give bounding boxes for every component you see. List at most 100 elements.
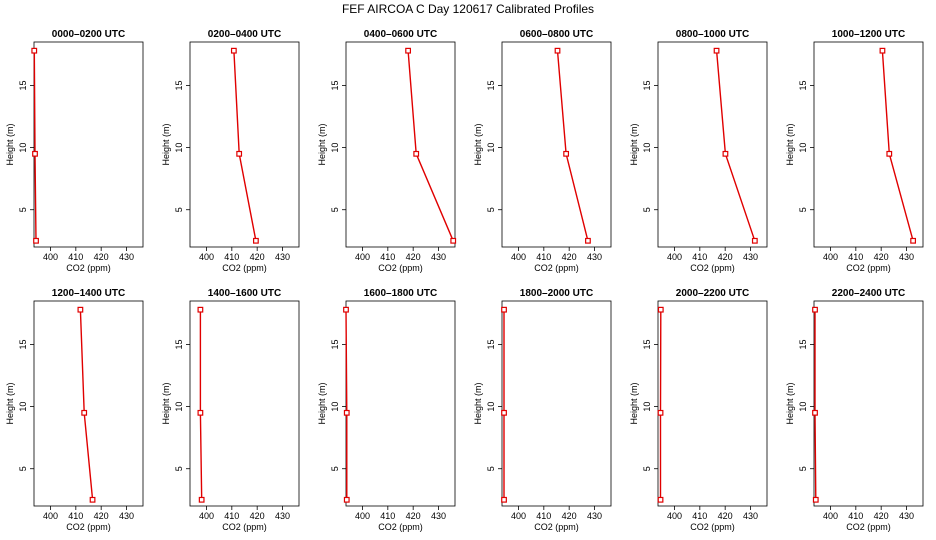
data-point bbox=[585, 237, 591, 244]
data-point bbox=[751, 237, 758, 244]
x-axis-label: CO2 (ppm) bbox=[66, 522, 111, 532]
plot-frame bbox=[345, 41, 456, 248]
y-tick-label: 15 bbox=[174, 80, 184, 90]
y-tick-label: 5 bbox=[642, 207, 652, 212]
x-tick-label: 400 bbox=[823, 252, 838, 262]
data-point bbox=[722, 150, 729, 157]
x-axis-label: CO2 (ppm) bbox=[66, 263, 111, 273]
y-axis-label: Height (m) bbox=[785, 123, 795, 165]
plot-frame bbox=[813, 300, 924, 507]
x-tick-label: 400 bbox=[355, 511, 370, 521]
y-tick-label: 10 bbox=[18, 402, 28, 412]
y-tick-label: 15 bbox=[18, 339, 28, 349]
data-point bbox=[230, 47, 237, 54]
y-tick-label: 15 bbox=[330, 80, 340, 90]
data-point bbox=[77, 306, 84, 313]
data-point bbox=[812, 409, 818, 416]
profile-panel: 1200–1400 UTC 400 410 420 430 5 10 15 CO2 (ppm) H… bbox=[5, 288, 144, 532]
panel-title: 1000–1200 UTC bbox=[832, 29, 905, 40]
profile-line bbox=[881, 50, 914, 241]
y-axis-label: Height (m) bbox=[629, 382, 639, 424]
x-tick-label: 400 bbox=[823, 511, 838, 521]
y-tick-label: 10 bbox=[642, 143, 652, 153]
panel-title: 0000–0200 UTC bbox=[52, 29, 125, 40]
data-point bbox=[554, 47, 561, 54]
panel-title: 1400–1600 UTC bbox=[208, 288, 281, 299]
x-tick-label: 420 bbox=[406, 252, 421, 262]
panel-title: 2000–2200 UTC bbox=[676, 288, 749, 299]
data-point bbox=[713, 47, 720, 54]
data-point bbox=[501, 496, 507, 503]
data-point bbox=[910, 237, 917, 244]
y-tick-label: 10 bbox=[798, 402, 808, 412]
x-tick-label: 430 bbox=[275, 511, 290, 521]
x-tick-label: 400 bbox=[511, 511, 526, 521]
panel-title: 1600–1800 UTC bbox=[364, 288, 437, 299]
profile-panel: 0600–0800 UTC 400 410 420 430 5 10 15 CO2 (ppm) H… bbox=[473, 29, 612, 273]
y-tick-label: 5 bbox=[18, 466, 28, 471]
data-point bbox=[343, 496, 350, 503]
x-tick-label: 400 bbox=[43, 252, 58, 262]
profile-line bbox=[233, 50, 257, 241]
data-point bbox=[501, 409, 507, 416]
profile-panel: 0800–1000 UTC 400 410 420 430 5 10 15 CO2 (ppm) H… bbox=[629, 29, 768, 273]
plot-frame bbox=[345, 300, 456, 507]
profile-line bbox=[715, 50, 756, 242]
x-tick-label: 410 bbox=[224, 511, 239, 521]
x-axis-label: CO2 (ppm) bbox=[846, 522, 891, 532]
y-axis-label: Height (m) bbox=[161, 382, 171, 424]
x-tick-label: 400 bbox=[511, 252, 526, 262]
x-tick-label: 420 bbox=[718, 511, 733, 521]
x-tick-label: 410 bbox=[68, 511, 83, 521]
y-axis-label: Height (m) bbox=[161, 123, 171, 165]
data-point bbox=[32, 150, 38, 157]
y-tick-label: 5 bbox=[486, 466, 496, 471]
x-axis-label: CO2 (ppm) bbox=[378, 522, 423, 532]
y-tick-label: 10 bbox=[330, 402, 340, 412]
x-tick-label: 400 bbox=[355, 252, 370, 262]
data-point bbox=[405, 47, 412, 54]
y-tick-label: 10 bbox=[18, 143, 28, 153]
x-tick-label: 430 bbox=[431, 511, 446, 521]
data-point bbox=[343, 306, 349, 313]
data-point bbox=[563, 150, 570, 157]
profile-line bbox=[199, 309, 203, 500]
x-tick-label: 410 bbox=[848, 511, 863, 521]
x-axis-label: CO2 (ppm) bbox=[534, 522, 579, 532]
profile-line bbox=[814, 309, 817, 500]
profile-panel: 2200–2400 UTC 400 410 420 430 5 10 15 CO2 (ppm) H… bbox=[785, 288, 924, 532]
profile-panel: 2000–2200 UTC 400 410 420 430 5 10 15 CO2 (ppm) H… bbox=[629, 288, 768, 532]
x-tick-label: 410 bbox=[380, 252, 395, 262]
x-tick-label: 420 bbox=[874, 511, 889, 521]
y-tick-label: 10 bbox=[174, 402, 184, 412]
data-point bbox=[501, 306, 507, 313]
profile-line bbox=[345, 309, 348, 500]
y-axis-label: Height (m) bbox=[5, 123, 15, 165]
profile-line bbox=[556, 50, 589, 241]
y-tick-label: 10 bbox=[642, 402, 652, 412]
x-axis-label: CO2 (ppm) bbox=[534, 263, 579, 273]
x-tick-label: 400 bbox=[199, 511, 214, 521]
x-tick-label: 410 bbox=[224, 252, 239, 262]
plot-frame bbox=[189, 41, 300, 248]
y-tick-label: 15 bbox=[486, 339, 496, 349]
y-tick-label: 15 bbox=[798, 80, 808, 90]
plot-frame bbox=[501, 41, 612, 248]
y-tick-label: 5 bbox=[174, 466, 184, 471]
y-axis-label: Height (m) bbox=[317, 123, 327, 165]
data-point bbox=[343, 409, 350, 416]
page-title: FEF AIRCOA C Day 120617 Calibrated Profi… bbox=[342, 2, 594, 16]
y-tick-label: 5 bbox=[798, 466, 808, 471]
x-tick-label: 410 bbox=[692, 252, 707, 262]
y-tick-label: 10 bbox=[486, 402, 496, 412]
x-tick-label: 430 bbox=[119, 511, 134, 521]
x-tick-label: 430 bbox=[743, 511, 758, 521]
x-tick-label: 420 bbox=[250, 511, 265, 521]
y-axis-label: Height (m) bbox=[629, 123, 639, 165]
data-point bbox=[198, 496, 205, 503]
y-tick-label: 5 bbox=[18, 207, 28, 212]
data-point bbox=[89, 496, 96, 503]
y-tick-label: 15 bbox=[174, 339, 184, 349]
